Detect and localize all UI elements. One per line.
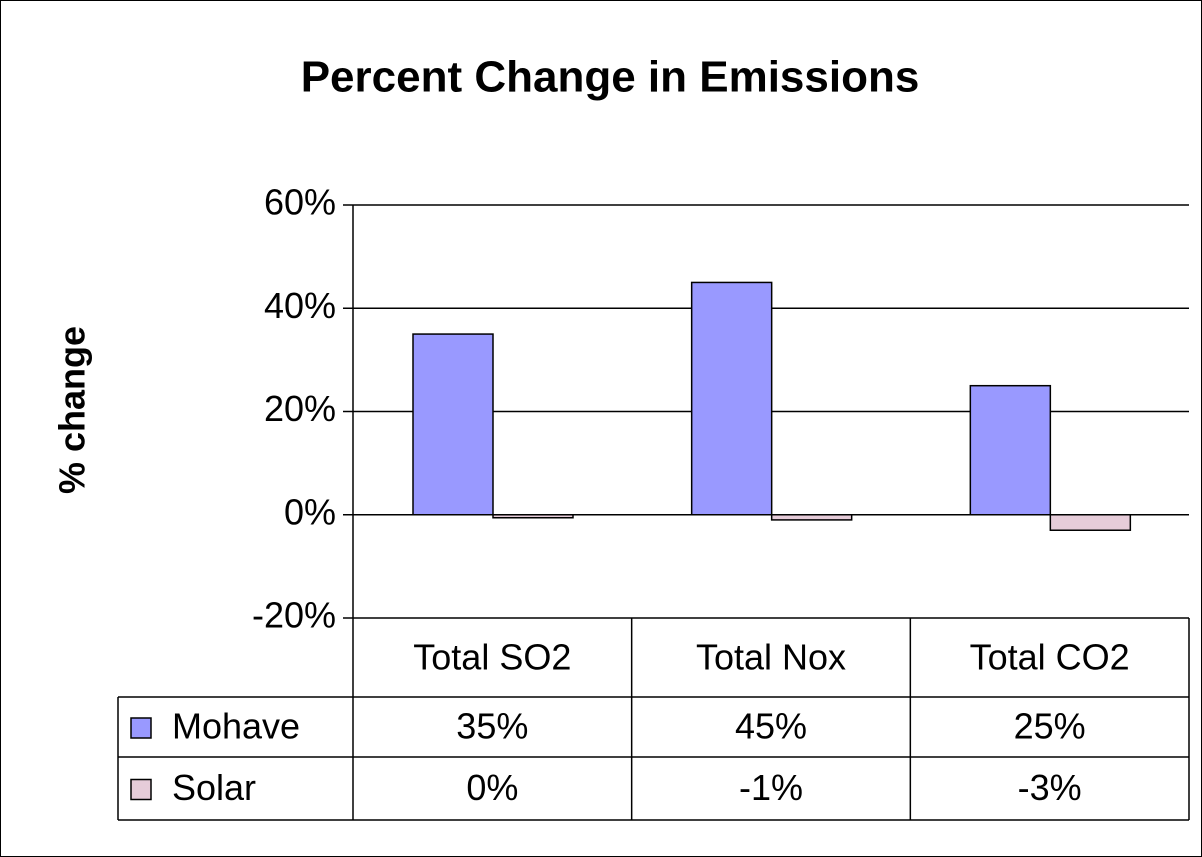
bar (770, 514, 853, 521)
table-cell: 0% (466, 767, 518, 808)
legend-swatch (130, 778, 152, 801)
x-tick-label: Total SO2 (413, 637, 571, 678)
table-cell: 35% (456, 706, 528, 747)
x-tick-label: Total CO2 (970, 637, 1130, 678)
bar (492, 514, 574, 519)
bar (690, 281, 773, 516)
y-tick-label: 0% (284, 491, 336, 532)
y-tick-label: 60% (264, 182, 336, 223)
table-cell: -1% (739, 767, 803, 808)
table-cell: 45% (735, 706, 807, 747)
y-axis-label: % change (52, 326, 93, 494)
bar (412, 333, 494, 516)
chart-title: Percent Change in Emissions (301, 53, 920, 102)
legend-swatch (130, 717, 152, 739)
table-cell: -3% (1018, 767, 1082, 808)
bar (1049, 514, 1132, 531)
legend-label: Mohave (172, 706, 300, 747)
table-cell: 25% (1014, 706, 1086, 747)
legend-label: Solar (172, 767, 256, 808)
y-tick-label: 40% (264, 285, 336, 326)
bar (969, 384, 1052, 516)
y-tick-label: 20% (264, 388, 336, 429)
y-tick-label: -20% (252, 595, 336, 636)
x-tick-label: Total Nox (696, 637, 846, 678)
